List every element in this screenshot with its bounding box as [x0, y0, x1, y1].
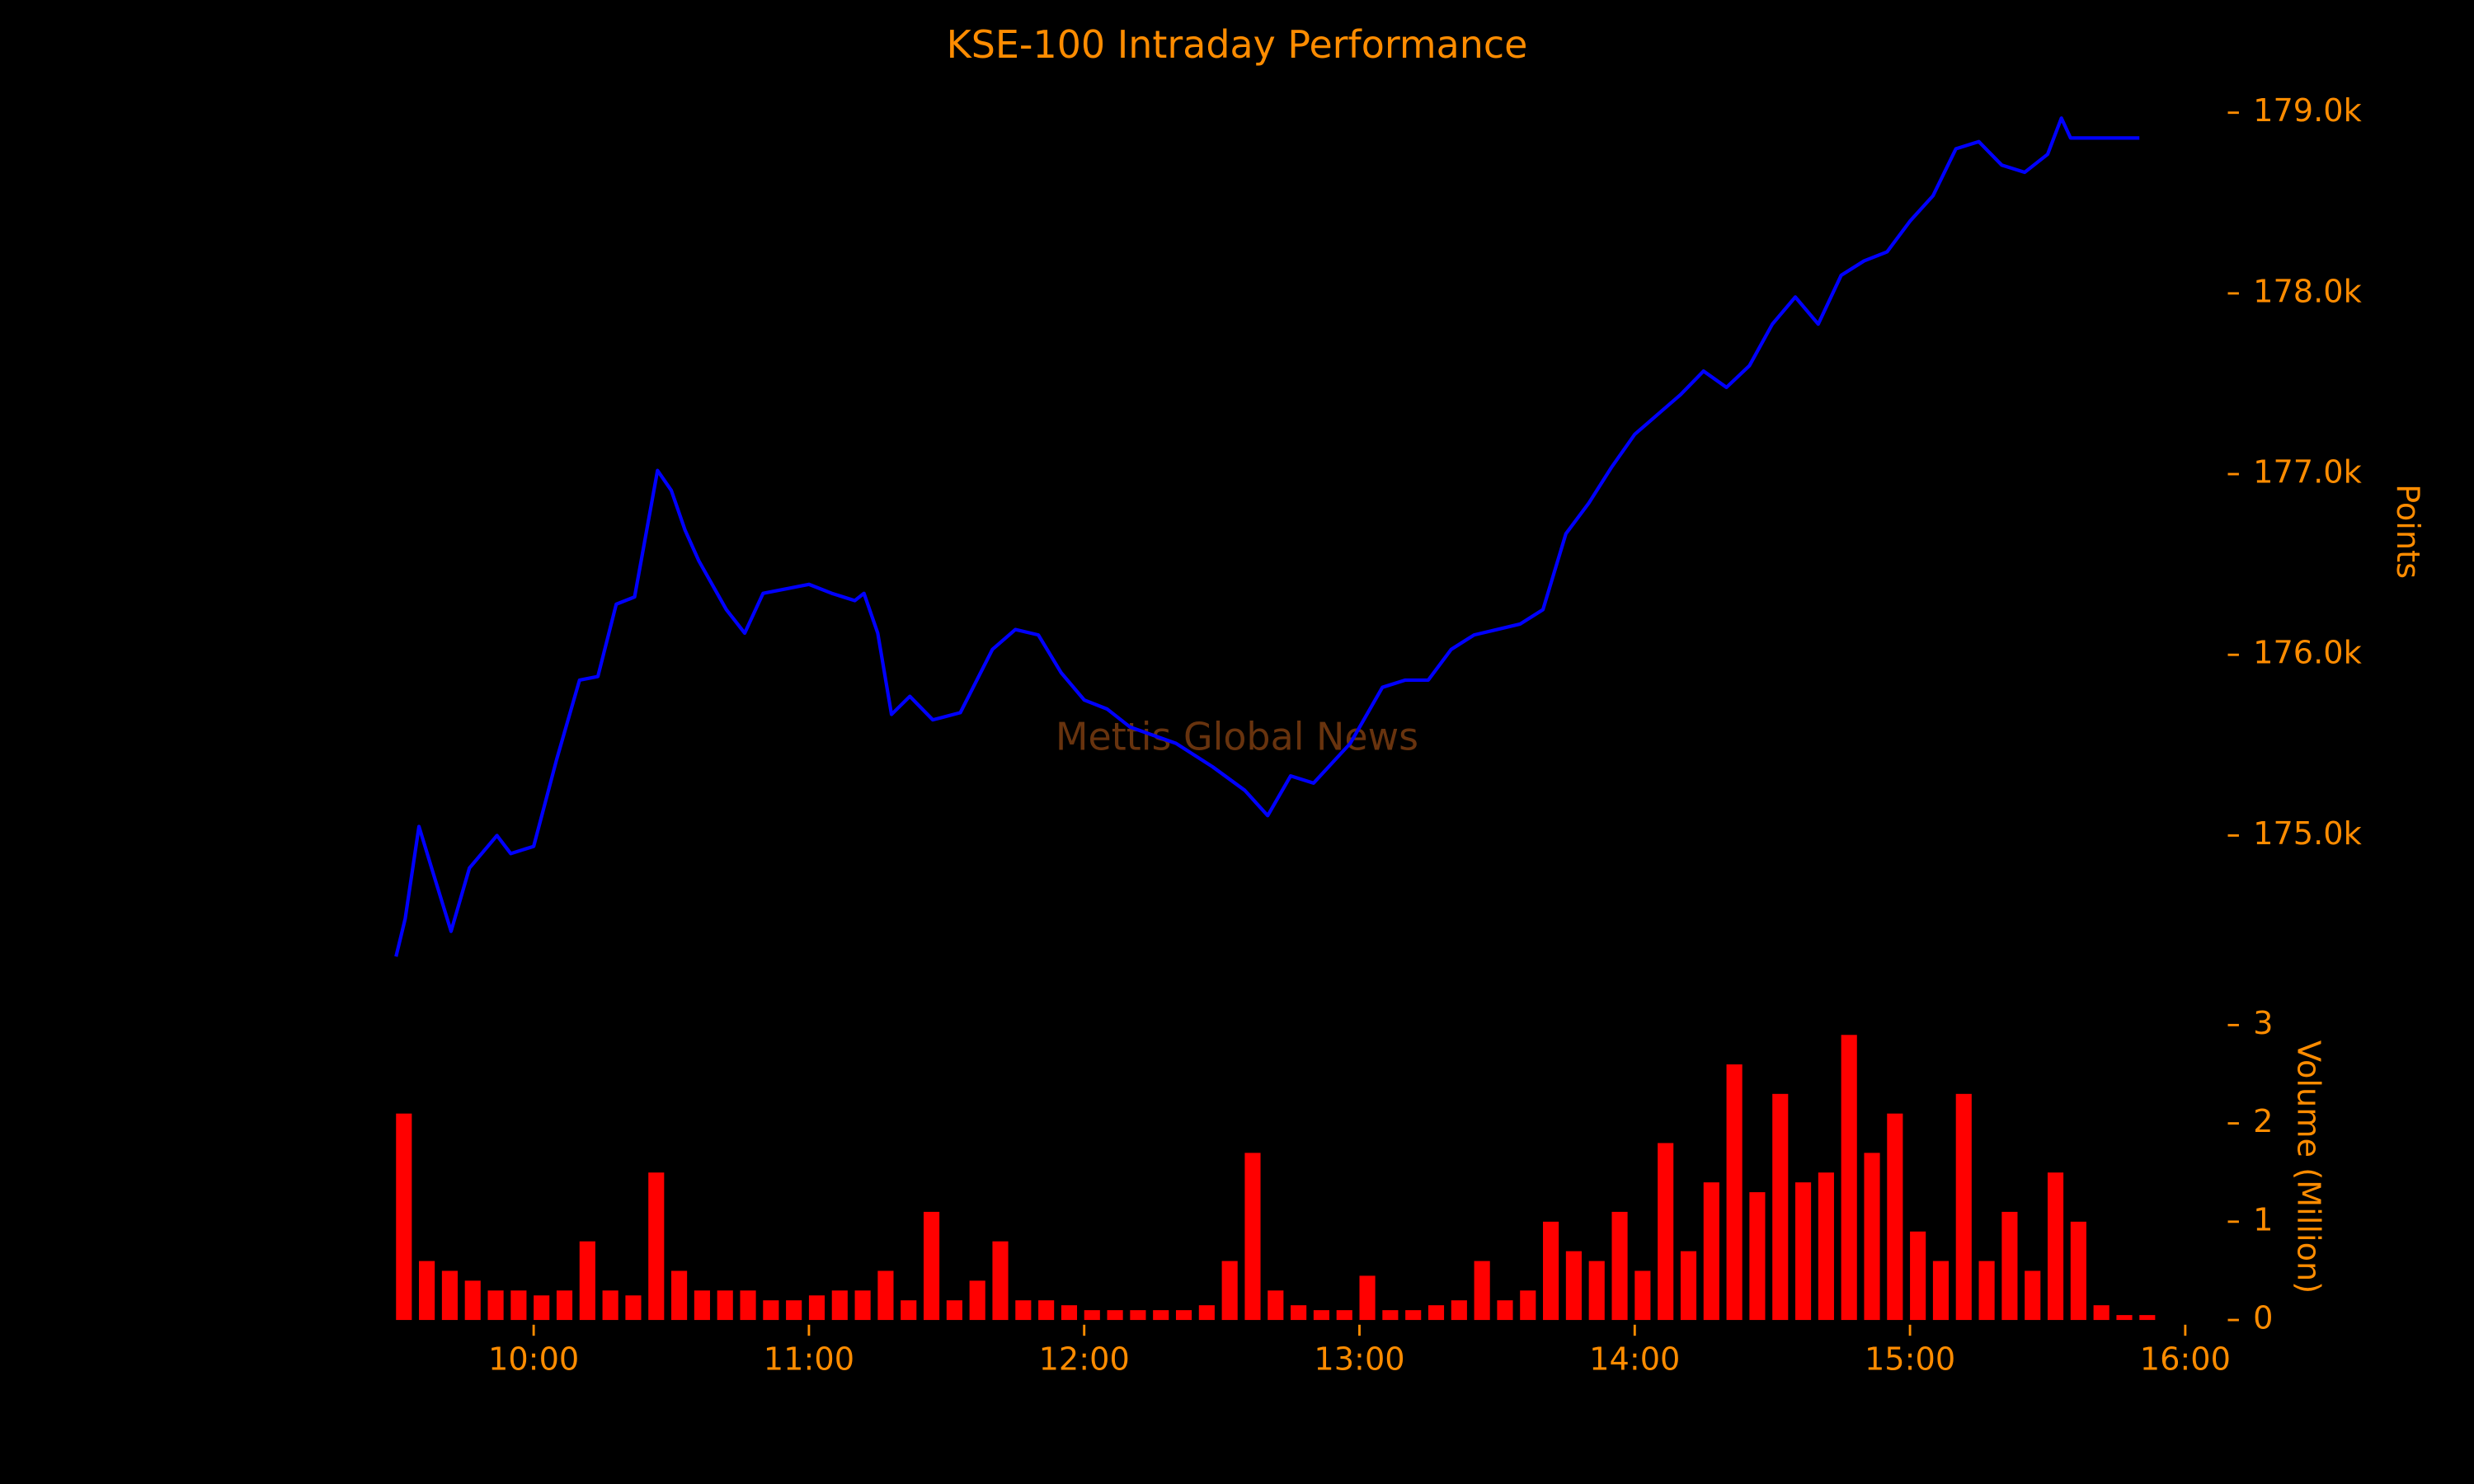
volume-bar	[1841, 1035, 1857, 1321]
volume-bar	[1887, 1113, 1903, 1321]
volume-bar	[1680, 1251, 1697, 1321]
volume-bar	[2093, 1305, 2109, 1321]
volume-bar	[1405, 1310, 1422, 1321]
volume-bar	[923, 1211, 940, 1321]
volume-bar	[2025, 1270, 2041, 1321]
y-axis-label: Points	[2389, 484, 2426, 579]
volume-bar	[1268, 1290, 1284, 1321]
volume-bar	[854, 1290, 871, 1321]
y-tick-label: 0	[2253, 1300, 2273, 1337]
volume-bar	[1497, 1300, 1513, 1321]
volume-bar	[717, 1290, 733, 1321]
volume-bar	[1427, 1305, 1445, 1321]
volume-bar	[1198, 1305, 1215, 1321]
volume-bar	[1474, 1261, 1490, 1321]
volume-bar	[579, 1241, 595, 1321]
x-tick-label: 16:00	[2140, 1341, 2231, 1378]
x-tick-label: 12:00	[1039, 1341, 1130, 1378]
volume-bar	[1451, 1300, 1467, 1321]
volume-bar	[1175, 1310, 1192, 1321]
y-tick-label: 176.0k	[2253, 635, 2363, 672]
volume-bar	[877, 1270, 894, 1321]
volume-bar	[1818, 1172, 1834, 1321]
volume-bar	[1864, 1153, 1880, 1321]
volume-bar	[2139, 1315, 2156, 1321]
volume-bar	[1520, 1290, 1536, 1321]
volume-bar	[2047, 1172, 2064, 1321]
y-tick-label: 1	[2253, 1201, 2273, 1238]
y-tick-label: 177.0k	[2253, 454, 2363, 491]
volume-bar	[1359, 1275, 1376, 1321]
x-tick-label: 10:00	[488, 1341, 579, 1378]
y-tick-label: 179.0k	[2253, 92, 2363, 129]
volume-bar	[1634, 1270, 1651, 1321]
volume-bar	[1795, 1182, 1812, 1321]
volume-bar	[1588, 1261, 1605, 1321]
y-tick-label: 3	[2253, 1005, 2273, 1042]
volume-bar	[1611, 1211, 1628, 1321]
volume-bar	[1038, 1300, 1055, 1321]
volume-bar	[1313, 1310, 1329, 1321]
volume-bar	[1910, 1231, 1926, 1321]
volume-bar	[1015, 1300, 1032, 1321]
volume-bar	[1772, 1093, 1789, 1321]
volume-bar	[946, 1300, 962, 1321]
volume-bar	[625, 1295, 642, 1321]
volume-bar	[1130, 1310, 1146, 1321]
volume-bar	[1658, 1143, 1674, 1321]
volume-bar	[534, 1295, 550, 1321]
x-tick-label: 11:00	[764, 1341, 854, 1378]
volume-bar	[1291, 1305, 1307, 1321]
y-tick-label: 2	[2253, 1103, 2273, 1140]
watermark: Mettis Global News	[1056, 715, 1418, 759]
y-axis-label: Volume (Million)	[2290, 1040, 2327, 1294]
volume-bar	[441, 1270, 458, 1321]
volume-bar	[1749, 1192, 1766, 1321]
volume-bar	[1932, 1261, 1950, 1321]
volume-bar	[740, 1290, 756, 1321]
volume-bar	[1061, 1305, 1078, 1321]
volume-bar	[1107, 1310, 1123, 1321]
volume-bar	[1703, 1182, 1719, 1321]
volume-bar	[1955, 1093, 1972, 1321]
volume-bar	[1565, 1251, 1582, 1321]
volume-bar	[901, 1300, 917, 1321]
volume-bar	[1084, 1310, 1100, 1321]
volume-bar	[1244, 1153, 1261, 1321]
volume-bar	[602, 1290, 618, 1321]
volume-bar	[831, 1290, 848, 1321]
x-tick-label: 15:00	[1865, 1341, 1955, 1378]
volume-bar	[1726, 1064, 1743, 1321]
volume-bar	[1153, 1310, 1169, 1321]
volume-bar	[786, 1300, 802, 1321]
volume-bar	[1382, 1310, 1399, 1321]
volume-bar	[1221, 1261, 1238, 1321]
volume-bar	[419, 1261, 435, 1321]
volume-bar	[396, 1113, 412, 1321]
volume-bar	[763, 1300, 779, 1321]
volume-bar	[510, 1290, 527, 1321]
volume-bar	[992, 1241, 1009, 1321]
volume-bar	[694, 1290, 710, 1321]
volume-bar	[2070, 1221, 2086, 1321]
volume-bar	[464, 1280, 481, 1321]
volume-bar	[969, 1280, 985, 1321]
y-tick-label: 178.0k	[2253, 273, 2363, 310]
y-tick-label: 175.0k	[2253, 815, 2363, 852]
volume-bar	[556, 1290, 573, 1321]
x-tick-label: 14:00	[1589, 1341, 1680, 1378]
price-line	[394, 116, 2140, 957]
volume-bar	[1543, 1221, 1559, 1321]
volume-bar	[808, 1295, 825, 1321]
volume-bar	[2001, 1211, 2018, 1321]
volume-bar	[487, 1290, 504, 1321]
volume-bar	[671, 1270, 688, 1321]
volume-bar	[1336, 1310, 1352, 1321]
volume-bar	[2116, 1315, 2133, 1321]
x-tick-label: 13:00	[1314, 1341, 1404, 1378]
volume-bar	[1978, 1261, 1995, 1321]
volume-bar	[648, 1172, 665, 1321]
chart-title: KSE-100 Intraday Performance	[947, 22, 1528, 67]
